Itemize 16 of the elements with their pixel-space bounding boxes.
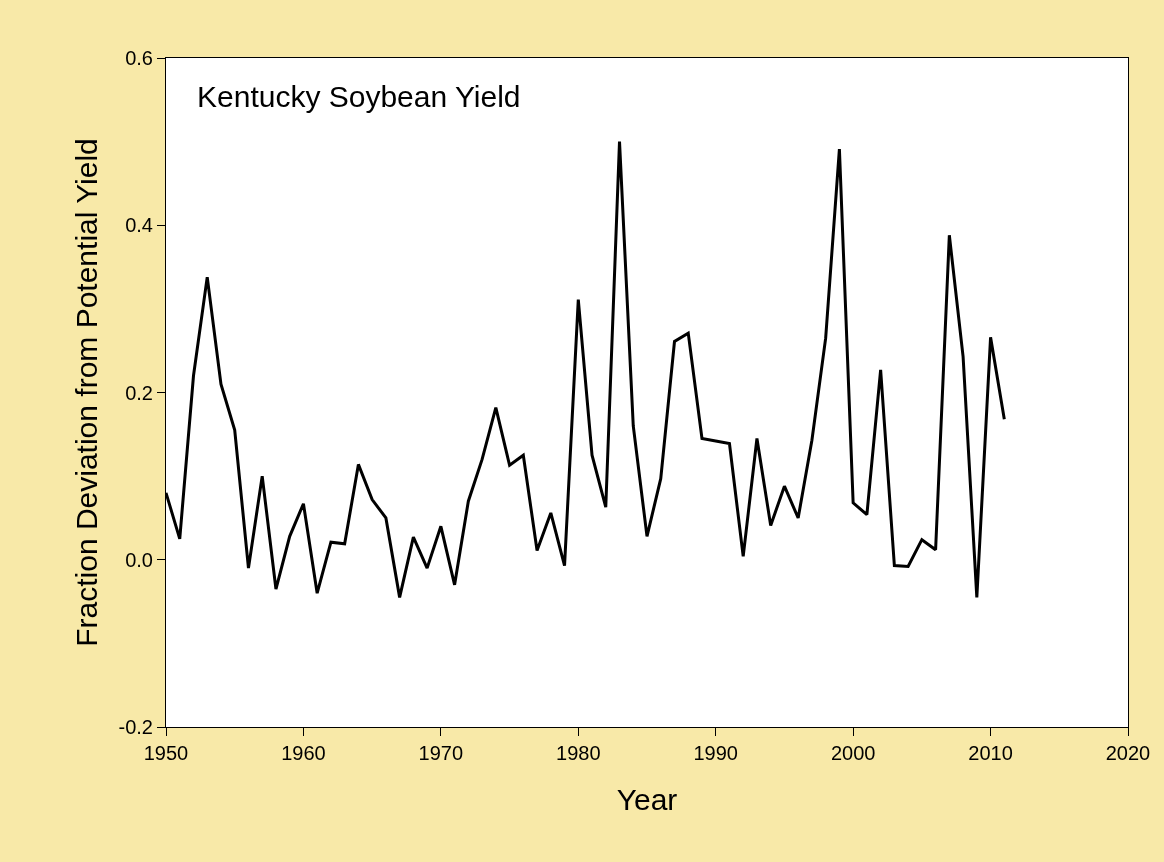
y-tick-label: 0.4 [125, 214, 153, 237]
x-axis-title: Year [616, 782, 678, 816]
x-tick-label: 1970 [418, 742, 464, 764]
x-tick-label: 2010 [968, 742, 1013, 764]
y-tick-label: 0.6 [125, 47, 153, 69]
y-tick-label: 0.0 [125, 548, 153, 571]
x-tick-label: 1950 [143, 742, 189, 764]
x-tick-label: 2000 [830, 742, 876, 764]
x-tick-label: 1960 [281, 742, 326, 764]
x-tick-label: 1990 [693, 742, 738, 764]
y-tick-label: -0.2 [118, 716, 153, 738]
y-axis-title: Fraction Deviation from Potential Yield [69, 138, 103, 647]
x-tick-label: 2020 [1105, 742, 1151, 764]
x-tick-label: 1980 [556, 742, 601, 764]
text: Kentucky Soybean Yield [197, 80, 521, 113]
y-tick-label: 0.2 [125, 381, 153, 404]
